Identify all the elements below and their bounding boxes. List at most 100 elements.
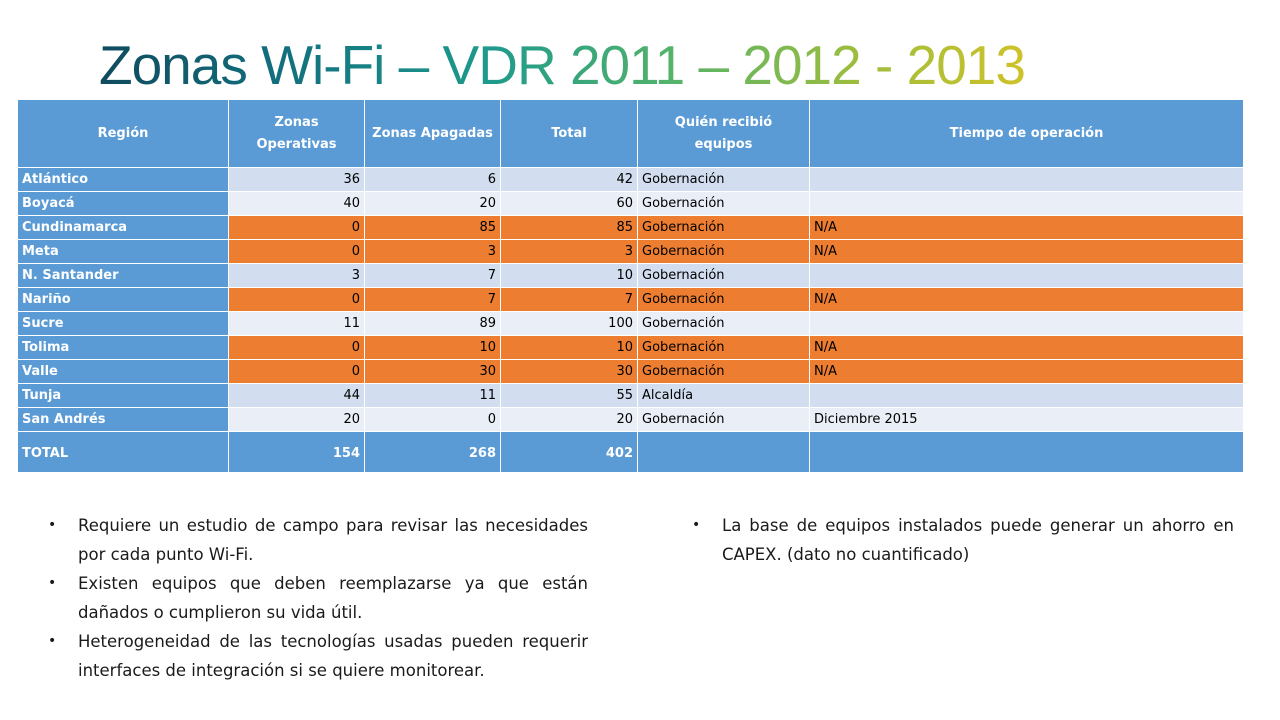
cell-zonas-operativas: 0 (228, 287, 365, 312)
total-operativas: 154 (228, 431, 365, 473)
total-tiempo-empty (809, 431, 1244, 473)
cell-tiempo-operacion: N/A (809, 239, 1244, 264)
bullet-item: • Heterogeneidad de las tecnologías usada… (48, 627, 588, 685)
cell-zonas-apagadas: 6 (364, 167, 501, 192)
cell-quien-recibio: Gobernación (637, 407, 810, 432)
header-zonas-operativas: Zonas Operativas (228, 99, 365, 168)
cell-tiempo-operacion (809, 263, 1244, 288)
cell-tiempo-operacion: N/A (809, 335, 1244, 360)
cell-tiempo-operacion (809, 191, 1244, 216)
cell-tiempo-operacion (809, 311, 1244, 336)
total-label: TOTAL (17, 431, 229, 473)
table-row: Tolima 0 10 10 Gobernación N/A (17, 335, 1244, 360)
cell-quien-recibio: Gobernación (637, 191, 810, 216)
cell-zonas-apagadas: 10 (364, 335, 501, 360)
table-total-row: TOTAL 154 268 402 (17, 431, 1244, 473)
cell-zonas-operativas: 0 (228, 359, 365, 384)
cell-total: 42 (500, 167, 638, 192)
bullet-icon: • (48, 633, 57, 649)
cell-zonas-operativas: 0 (228, 215, 365, 240)
cell-zonas-apagadas: 20 (364, 191, 501, 216)
bullet-text: Heterogeneidad de las tecnologías usadas… (78, 632, 588, 680)
cell-region: N. Santander (17, 263, 229, 288)
cell-total: 55 (500, 383, 638, 408)
table-header-row: Región Zonas Operativas Zonas Apagadas T… (17, 99, 1244, 168)
cell-quien-recibio: Gobernación (637, 239, 810, 264)
cell-region: Nariño (17, 287, 229, 312)
cell-total: 7 (500, 287, 638, 312)
bullet-text: Existen equipos que deben reemplazarse y… (78, 574, 588, 622)
cell-region: Atlántico (17, 167, 229, 192)
cell-total: 10 (500, 335, 638, 360)
cell-zonas-operativas: 40 (228, 191, 365, 216)
table-row: Cundinamarca 0 85 85 Gobernación N/A (17, 215, 1244, 240)
table-row: San Andrés 20 0 20 Gobernación Diciembre 2015 (17, 407, 1244, 432)
cell-total: 60 (500, 191, 638, 216)
header-zonas-apagadas: Zonas Apagadas (364, 99, 501, 168)
cell-region: Meta (17, 239, 229, 264)
cell-region: San Andrés (17, 407, 229, 432)
cell-zonas-operativas: 0 (228, 335, 365, 360)
cell-zonas-apagadas: 89 (364, 311, 501, 336)
header-tiempo-operacion: Tiempo de operación (809, 99, 1244, 168)
cell-zonas-apagadas: 85 (364, 215, 501, 240)
header-quien-recibio: Quién recibió equipos (637, 99, 810, 168)
header-total: Total (500, 99, 638, 168)
bullet-icon: • (692, 517, 701, 533)
cell-region: Tunja (17, 383, 229, 408)
cell-zonas-operativas: 3 (228, 263, 365, 288)
cell-quien-recibio: Gobernación (637, 359, 810, 384)
bullet-text: La base de equipos instalados puede gene… (722, 516, 1234, 564)
cell-zonas-operativas: 20 (228, 407, 365, 432)
cell-quien-recibio: Alcaldía (637, 383, 810, 408)
total-apagadas: 268 (364, 431, 501, 473)
cell-tiempo-operacion: N/A (809, 215, 1244, 240)
cell-quien-recibio: Gobernación (637, 215, 810, 240)
cell-quien-recibio: Gobernación (637, 311, 810, 336)
cell-zonas-apagadas: 30 (364, 359, 501, 384)
table-row: Meta 0 3 3 Gobernación N/A (17, 239, 1244, 264)
header-region: Región (17, 99, 229, 168)
table-row: Tunja 44 11 55 Alcaldía (17, 383, 1244, 408)
cell-total: 3 (500, 239, 638, 264)
cell-tiempo-operacion (809, 383, 1244, 408)
cell-total: 20 (500, 407, 638, 432)
cell-zonas-apagadas: 0 (364, 407, 501, 432)
wifi-zones-table: Región Zonas Operativas Zonas Apagadas T… (17, 99, 1244, 473)
total-total: 402 (500, 431, 638, 473)
cell-region: Valle (17, 359, 229, 384)
cell-region: Boyacá (17, 191, 229, 216)
cell-zonas-apagadas: 7 (364, 263, 501, 288)
cell-quien-recibio: Gobernación (637, 287, 810, 312)
cell-total: 85 (500, 215, 638, 240)
total-receptor-empty (637, 431, 810, 473)
cell-zonas-operativas: 36 (228, 167, 365, 192)
cell-quien-recibio: Gobernación (637, 167, 810, 192)
table-row: Atlántico 36 6 42 Gobernación (17, 167, 1244, 192)
bullet-icon: • (48, 575, 57, 591)
bullet-item: • Requiere un estudio de campo para revis… (48, 511, 588, 569)
bullet-icon: • (48, 517, 57, 533)
table-row: Nariño 0 7 7 Gobernación N/A (17, 287, 1244, 312)
table-row: Boyacá 40 20 60 Gobernación (17, 191, 1244, 216)
cell-region: Cundinamarca (17, 215, 229, 240)
table-row: N. Santander 3 7 10 Gobernación (17, 263, 1244, 288)
cell-zonas-operativas: 0 (228, 239, 365, 264)
cell-total: 10 (500, 263, 638, 288)
cell-zonas-operativas: 11 (228, 311, 365, 336)
cell-zonas-apagadas: 7 (364, 287, 501, 312)
table-row: Valle 0 30 30 Gobernación N/A (17, 359, 1244, 384)
cell-total: 100 (500, 311, 638, 336)
cell-region: Tolima (17, 335, 229, 360)
cell-tiempo-operacion: Diciembre 2015 (809, 407, 1244, 432)
bullet-item: • Existen equipos que deben reemplazarse … (48, 569, 588, 627)
cell-zonas-operativas: 44 (228, 383, 365, 408)
cell-zonas-apagadas: 11 (364, 383, 501, 408)
cell-tiempo-operacion: N/A (809, 359, 1244, 384)
cell-zonas-apagadas: 3 (364, 239, 501, 264)
cell-total: 30 (500, 359, 638, 384)
cell-quien-recibio: Gobernación (637, 263, 810, 288)
slide-title: Zonas Wi-Fi – VDR 2011 – 2012 - 2013 (99, 30, 1026, 100)
bullet-list-right: • La base de equipos instalados puede gen… (692, 511, 1234, 569)
